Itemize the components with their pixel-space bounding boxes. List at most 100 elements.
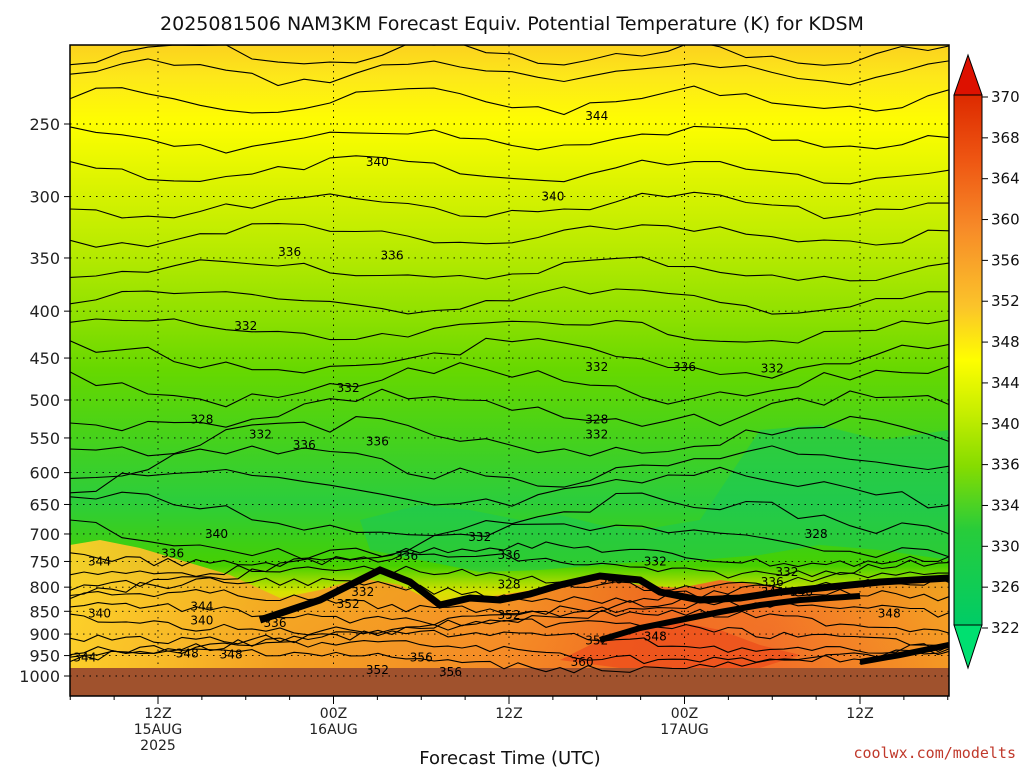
credit-text: coolwx.com/modelts (853, 744, 1016, 762)
chart-title: 2025081506 NAM3KM Forecast Equiv. Potent… (160, 13, 864, 35)
y-tick-label: 600 (29, 464, 60, 483)
colorbar-tick-label: 370 (991, 88, 1020, 106)
contour-label: 344 (761, 585, 784, 599)
contour-label: 332 (249, 427, 272, 441)
colorbar-tick-label: 330 (991, 537, 1020, 555)
colorbar-tick-label: 356 (991, 251, 1020, 269)
contour-label: 344 (88, 554, 111, 568)
contour-label: 336 (161, 546, 184, 560)
contour-line (70, 491, 949, 537)
ground (70, 668, 949, 696)
frontal-inversion-band (258, 566, 949, 624)
y-tick-label: 450 (29, 349, 60, 368)
colorbar-top-arrow (953, 53, 983, 96)
x-tick-label: 00Z (320, 706, 347, 722)
colorbar-tick-label: 322 (991, 619, 1020, 637)
colorbar-tick-label: 326 (991, 578, 1020, 596)
colorbar-tick-label: 340 (991, 415, 1020, 433)
y-axis: 250 300 350 400 450 500 550 600 650 700 750 800 850 9… (19, 115, 70, 686)
y-tick-label: 900 (29, 625, 60, 644)
x-tick-label: 2025 (140, 738, 176, 754)
contour-label: 356 (439, 665, 462, 679)
contour-line (70, 362, 949, 408)
contour-line (70, 445, 949, 488)
colorbar-tick-label: 336 (991, 456, 1020, 474)
contour-label: 336 (761, 575, 784, 589)
contour-line (70, 191, 949, 220)
contour-line (70, 600, 949, 626)
contour-line (70, 318, 949, 344)
y-tick-label: 400 (29, 302, 60, 321)
contour-label: 328 (190, 412, 213, 426)
contour-line (70, 223, 949, 248)
colorbar-body (953, 94, 983, 626)
contour-label: 352 (366, 663, 389, 677)
contour-line (70, 565, 949, 592)
contour-line (70, 588, 949, 615)
contour-line (70, 552, 949, 579)
y-tick-label: 500 (29, 391, 60, 410)
colorbar-tick-label: 352 (991, 292, 1020, 310)
contour-label: 336 (293, 438, 316, 452)
y-tick-label: 250 (29, 115, 60, 134)
contour-label: 328 (805, 527, 828, 541)
y-tick-label: 650 (29, 495, 60, 514)
y-tick-label: 350 (29, 249, 60, 268)
y-tick-label: 550 (29, 429, 60, 448)
contour-label: 336 (278, 245, 301, 259)
contour-line (70, 256, 949, 282)
y-tick-label: 950 (29, 647, 60, 666)
contour-label: 336 (381, 249, 404, 263)
contour-label: 340 (190, 614, 213, 628)
contour-label: 332 (337, 381, 360, 395)
contour-label: 332 (351, 585, 374, 599)
frontal-inversion-band (599, 593, 861, 643)
contour-line (70, 541, 949, 568)
contour-label: 344 (585, 109, 608, 123)
colorbar-tick-label: 334 (991, 496, 1020, 514)
contour-line (70, 648, 949, 674)
contour-label: 348 (878, 607, 901, 621)
contour-line (70, 85, 949, 116)
x-tick-label: 12Z (144, 706, 171, 722)
contour-lines (70, 45, 949, 674)
x-tick-label: 16AUG (309, 722, 358, 738)
contour-label: 328 (585, 412, 608, 426)
y-tick-label: 850 (29, 602, 60, 621)
contour-label: 340 (541, 190, 564, 204)
x-tick-label: 15AUG (134, 722, 183, 738)
contour-line (70, 608, 949, 636)
contour-line (70, 286, 949, 315)
contour-label: 336 (264, 616, 287, 630)
colorbar-tick-label: 360 (991, 211, 1020, 229)
contour-label: 348 (176, 646, 199, 660)
contour-label: 332 (761, 362, 784, 376)
contour-line (70, 337, 949, 379)
contour-label: 352 (585, 634, 608, 648)
contour-label: 356 (410, 651, 433, 665)
y-tick-label: 1000 (19, 667, 60, 686)
x-tick-label: 12Z (846, 706, 873, 722)
contour-label: 328 (498, 578, 521, 592)
contour-line (70, 155, 949, 185)
contour-label: 352 (498, 608, 521, 622)
contour-label: 332 (775, 565, 798, 579)
contour-label: 332 (585, 360, 608, 374)
contour-line (70, 125, 949, 154)
y-tick-label: 800 (29, 578, 60, 597)
frontal-inversion-band (859, 642, 949, 665)
contour-label: 336 (395, 549, 418, 563)
contour-label: 340 (88, 607, 111, 621)
contour-line (70, 466, 949, 509)
contour-line (70, 519, 949, 561)
colorbar-tick-label: 348 (991, 333, 1020, 351)
y-tick-label: 300 (29, 188, 60, 207)
contour-label: 340 (366, 155, 389, 169)
contour-line (70, 640, 949, 665)
x-tick-label: 17AUG (660, 722, 709, 738)
mid-level-cool-band (360, 425, 949, 572)
